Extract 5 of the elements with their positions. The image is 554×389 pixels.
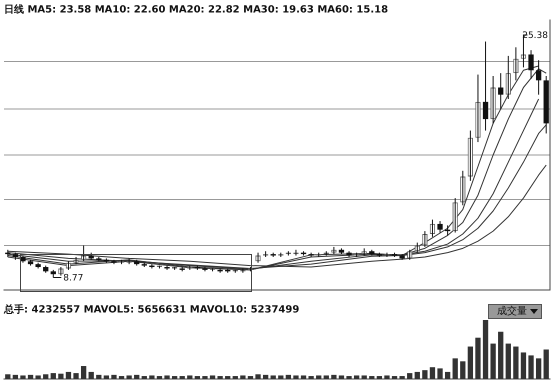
annotation: 25.38 xyxy=(522,30,548,41)
chart-title: 总手: 4232557 MAVOL5: 5656631 MAVOL10: 5237499 xyxy=(3,304,300,316)
chart-title: 日线 MA5: 23.58 MA10: 22.60 MA20: 22.82 MA30: 19.63 MA60: 15.18 xyxy=(4,4,388,16)
indicator-dropdown: 成交量 xyxy=(488,304,542,319)
annotation: 8.77 xyxy=(63,274,84,284)
